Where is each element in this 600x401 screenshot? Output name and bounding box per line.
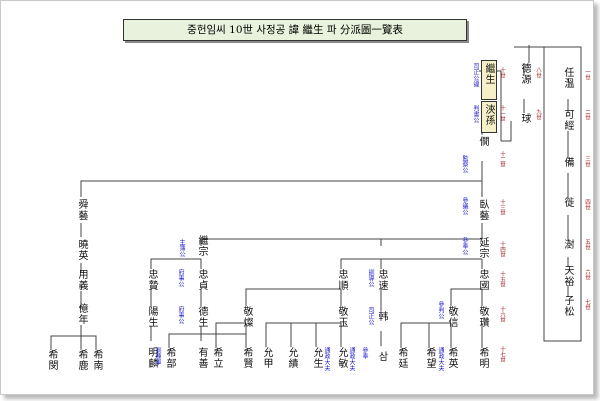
office-label: 主簿公: [178, 239, 185, 257]
office-label: 參奉公: [461, 237, 468, 255]
office-label: 通政大夫: [437, 347, 444, 371]
office-label: 司正公諱: [472, 63, 479, 87]
node-renwen: 任溫: [562, 67, 573, 89]
node-chuo: 徙: [562, 197, 573, 208]
zhongzhi-line: [150, 289, 246, 347]
gen-label: 一世: [584, 69, 590, 80]
ancestor-chain-bracket: [543, 46, 582, 342]
gen-label: 二世: [584, 109, 590, 120]
node-zhuyi: 臥藝: [477, 199, 488, 221]
gen-label: 四世: [584, 199, 590, 210]
office-label: 訓導公: [367, 269, 374, 287]
node-xunsun: 浹孫: [483, 104, 494, 126]
jingcan-line: [215, 322, 247, 347]
shunji-line: [50, 223, 97, 349]
node-yunmin: 允敏: [336, 347, 347, 369]
gen-label: 十六世: [499, 306, 505, 323]
node-jingyou: 敬信: [446, 306, 457, 328]
node-xizhao: 希部: [164, 347, 175, 369]
node-zhonglian: 忠速: [376, 269, 387, 291]
office-label: 監察公: [461, 155, 468, 173]
zhongshun-line: [245, 288, 342, 347]
node-jian: 僩: [477, 136, 488, 147]
office-label: 參議公: [461, 197, 468, 215]
node-xiying: 希英: [446, 347, 457, 369]
chart-title: 중헌임씨 10世 사정공 諱 繼生 파 分派圖一覽表: [123, 19, 467, 41]
gen-label: 十四世: [499, 241, 505, 258]
gen-label: 三世: [584, 156, 590, 167]
gen-label: 五世: [584, 239, 590, 250]
gen-label: 十三世: [499, 199, 505, 216]
node-jingcan: 敬燦: [241, 306, 252, 328]
jian-branch-line: [80, 129, 483, 197]
office-label: 參判公: [437, 301, 444, 319]
node-shu: 澍: [562, 239, 573, 250]
office-label: 訓練軍: [154, 347, 161, 365]
office-label: 司正公: [367, 307, 374, 325]
office-label: 府事公: [177, 269, 184, 287]
gen-label: 九世: [535, 109, 541, 120]
mingzong-line: [340, 258, 483, 269]
node-qiu: 球: [519, 113, 530, 124]
node-xinan: 希南: [91, 349, 102, 371]
gen-label: 十一世: [499, 105, 505, 122]
gen-label: 八世: [535, 67, 541, 78]
gen-label: 十五世: [499, 271, 505, 288]
node-xixian: 希賢: [241, 347, 252, 369]
zhongguo-line: [400, 288, 483, 347]
node-zhongguo: 忠國: [477, 269, 488, 291]
node-desheng: 德生: [196, 306, 207, 328]
gen-label: 十七世: [499, 346, 505, 363]
deyuan-branch-line: [514, 45, 544, 113]
node-dunian: 億年: [76, 303, 87, 325]
node-xilu: 希鹿: [76, 349, 87, 371]
gen-label: 七世: [584, 299, 590, 310]
jisheng-highlight: [481, 60, 497, 100]
office-label: 通政大夫: [348, 347, 355, 371]
node-zhongshun: 忠順: [336, 269, 347, 291]
node-yunjia: 允甲: [261, 347, 272, 369]
office-label: 判書公: [472, 105, 479, 123]
node-zisong: 子松: [562, 295, 573, 317]
office-label: 府事公: [177, 306, 184, 324]
node-kejing: 可經: [562, 109, 573, 131]
node-shao: 삼: [376, 351, 387, 362]
node-yangsheng: 陽生: [146, 306, 157, 328]
node-yongyi: 用義: [76, 269, 87, 291]
node-xiyi: 希廷: [396, 347, 407, 369]
node-youshan: 有善: [196, 347, 207, 369]
gen-label: 十二世: [499, 151, 505, 168]
node-shunji: 舜藝: [76, 199, 87, 221]
node-xiaoying: 曉英: [76, 239, 87, 261]
office-label: 參奉: [361, 347, 368, 359]
node-xili: 希立: [211, 347, 222, 369]
node-bei: 備: [562, 157, 573, 168]
node-jisheng: 繼生: [483, 63, 494, 85]
office-label: 通政大夫: [323, 347, 330, 371]
node-jingcheng: 敬瓚: [477, 306, 488, 328]
node-deyuan: 德源: [519, 63, 530, 85]
node-mingzong: 延宗: [477, 237, 488, 259]
xunsun-highlight: [481, 101, 497, 133]
jisong-line: [150, 238, 482, 269]
node-lizhi: 忠貞: [196, 269, 207, 291]
connector-lines: [50, 45, 582, 349]
chart-frame: 중헌임씨 10世 사정공 諱 繼生 파 分派圖一覽表: [0, 0, 594, 395]
node-yunsheng: 允生: [311, 347, 322, 369]
node-jingyu: 敬玉: [336, 306, 347, 328]
node-ximing: 希明: [477, 347, 488, 369]
node-xiwang: 希望: [424, 347, 435, 369]
node-jisong: 繼宗: [196, 235, 207, 257]
node-tianyu: 天裕: [562, 265, 573, 287]
node-minglin: 明麟: [146, 347, 157, 369]
gen-label: 十世: [499, 67, 505, 78]
node-zhongzhi: 忠贄: [146, 269, 157, 291]
node-ximin: 希閔: [46, 349, 57, 371]
node-yunqi: 允績: [286, 347, 297, 369]
node-han: 韩: [376, 311, 387, 322]
gen-label: 六世: [584, 269, 590, 280]
